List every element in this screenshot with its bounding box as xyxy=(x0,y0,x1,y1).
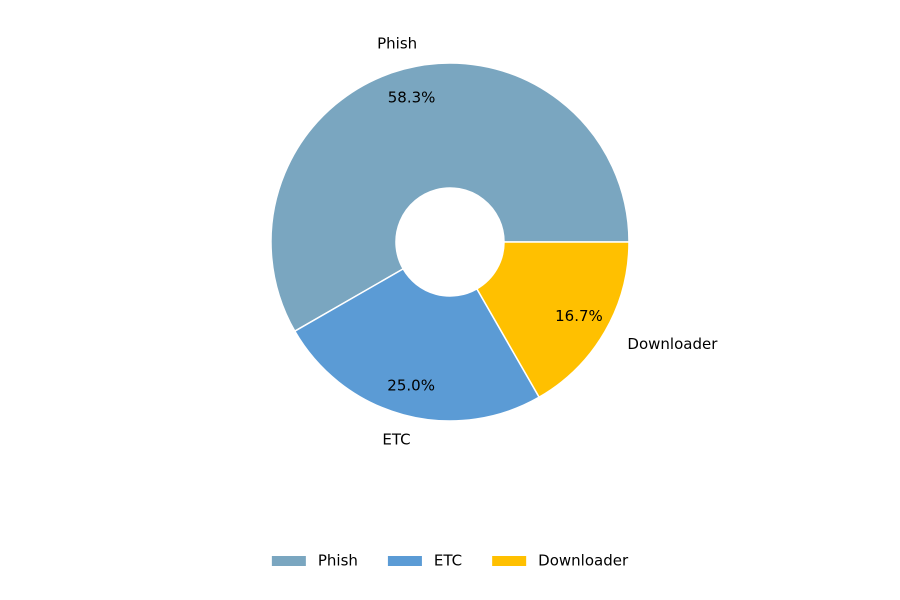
category-label: Phish xyxy=(377,34,417,52)
donut-slice xyxy=(475,241,630,399)
percent-label: 58.3% xyxy=(388,89,436,107)
percent-label: 16.7% xyxy=(555,307,603,325)
legend-swatch xyxy=(271,556,306,566)
legend-label: Downloader xyxy=(538,552,629,570)
donut-slice xyxy=(270,62,630,333)
legend-swatch xyxy=(492,556,527,566)
category-label: ETC xyxy=(382,430,410,448)
legend-label: Phish xyxy=(318,552,358,570)
category-label: Downloader xyxy=(627,335,718,353)
legend-label: ETC xyxy=(434,552,462,570)
legend-swatch xyxy=(387,556,422,566)
donut-slice xyxy=(293,267,541,422)
percent-label: 25.0% xyxy=(387,376,435,394)
